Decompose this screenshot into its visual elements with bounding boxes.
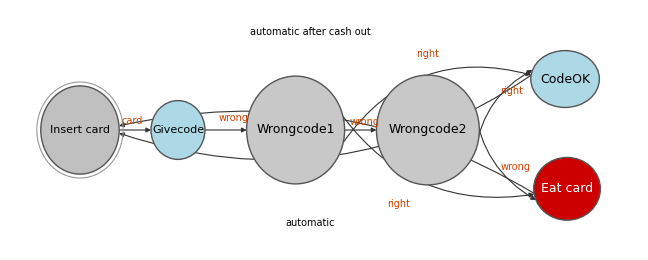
FancyArrowPatch shape <box>474 107 535 199</box>
Text: wrong: wrong <box>501 162 531 172</box>
FancyArrowPatch shape <box>119 128 150 132</box>
Text: CodeOK: CodeOK <box>540 73 590 86</box>
Ellipse shape <box>534 158 600 220</box>
Text: card: card <box>121 116 143 126</box>
Text: right: right <box>500 86 523 96</box>
FancyArrowPatch shape <box>476 71 531 151</box>
Text: automatic: automatic <box>286 218 335 228</box>
Text: Wrongcode2: Wrongcode2 <box>389 124 467 136</box>
Text: right: right <box>387 198 410 209</box>
Text: automatic after cash out: automatic after cash out <box>250 27 371 37</box>
Ellipse shape <box>531 51 599 107</box>
FancyArrowPatch shape <box>345 128 375 132</box>
Text: Insert card: Insert card <box>50 125 110 135</box>
Text: wrong: wrong <box>349 117 379 127</box>
FancyArrowPatch shape <box>121 75 531 160</box>
Text: Eat card: Eat card <box>541 182 593 195</box>
Text: Givecode: Givecode <box>152 125 204 135</box>
Ellipse shape <box>41 86 119 174</box>
Text: Wrongcode1: Wrongcode1 <box>257 124 335 136</box>
Ellipse shape <box>151 101 205 159</box>
FancyArrowPatch shape <box>343 67 530 142</box>
Text: wrong: wrong <box>219 113 249 123</box>
FancyArrowPatch shape <box>121 111 534 193</box>
Ellipse shape <box>247 76 345 184</box>
Text: right: right <box>417 49 439 58</box>
Ellipse shape <box>376 75 480 185</box>
FancyArrowPatch shape <box>343 116 533 197</box>
FancyArrowPatch shape <box>205 128 246 132</box>
